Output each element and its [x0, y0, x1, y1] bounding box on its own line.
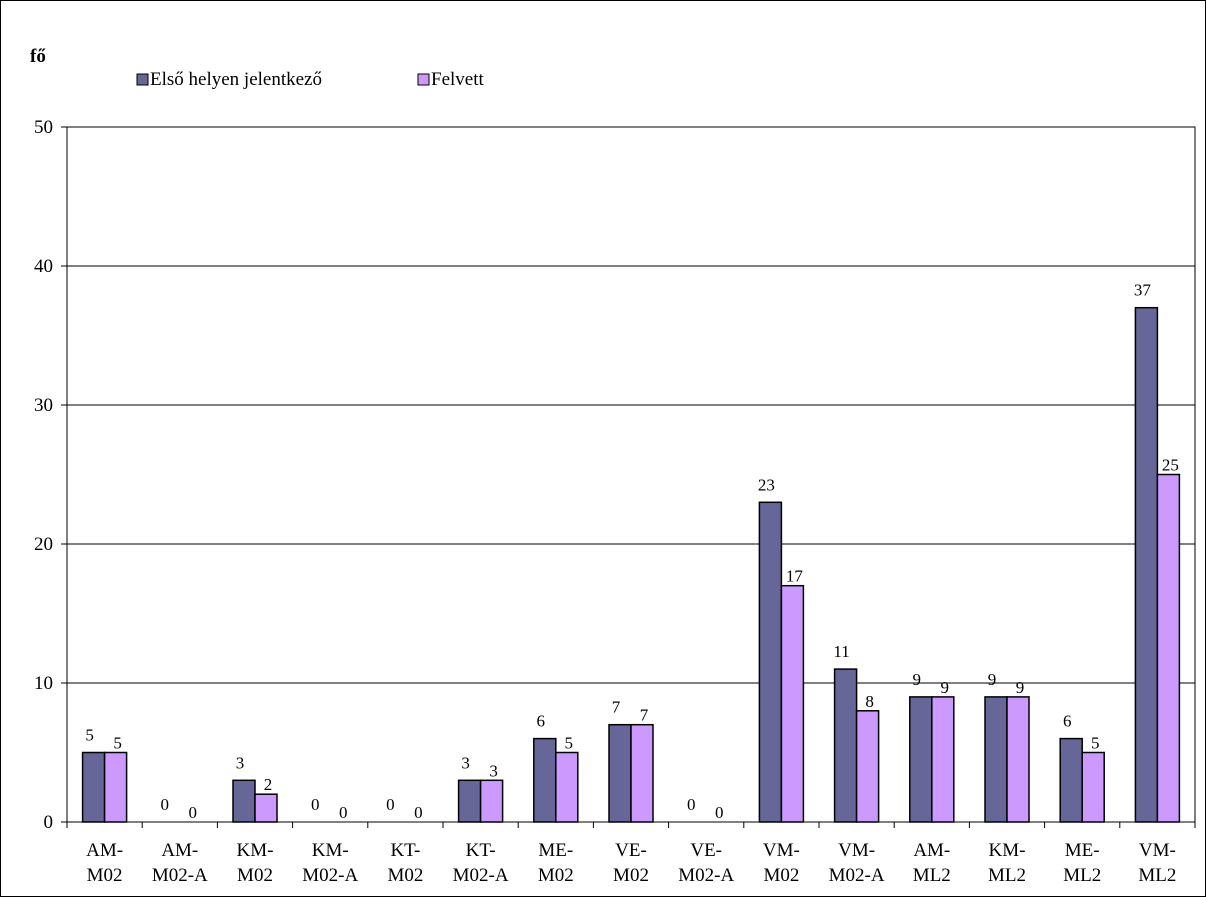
- data-label-2-12: 9: [1016, 678, 1025, 697]
- x-category-label-1-line2: M02-A: [152, 865, 208, 886]
- data-label-2-14: 25: [1162, 456, 1179, 475]
- y-axis-unit-label: fő: [30, 46, 46, 67]
- x-category-label-1-line1: AM-: [161, 840, 198, 861]
- data-label-2-0: 5: [113, 734, 122, 753]
- bar-2-6: [555, 751, 579, 823]
- data-label-1-5: 3: [461, 753, 470, 772]
- bar-1-2: [232, 779, 256, 823]
- data-label-2-1: 0: [189, 803, 198, 822]
- x-category-label-0-line1: AM-: [86, 840, 123, 861]
- x-category-label-11-line1: AM-: [913, 840, 950, 861]
- x-category-label-6-line2: M02: [538, 865, 574, 886]
- bar-1-0: [81, 751, 106, 823]
- data-label-1-9: 23: [758, 475, 775, 494]
- x-category-label-14-line2: ML2: [1138, 865, 1176, 886]
- legend-swatch-series-1: [136, 73, 149, 86]
- x-category-label-2-line2: M02: [237, 865, 273, 886]
- data-label-2-11: 9: [941, 678, 950, 697]
- data-label-1-6: 6: [537, 712, 546, 731]
- x-category-label-13-line1: ME-: [1065, 840, 1100, 861]
- y-tick-label-50: 50: [34, 117, 53, 138]
- data-label-1-3: 0: [311, 795, 320, 814]
- data-label-2-5: 3: [489, 761, 498, 780]
- axes: 01020304050AM-M02AM-M02-AKM-M02KM-M02-AK…: [34, 117, 1196, 886]
- bar-2-12: [1006, 696, 1030, 823]
- data-label-2-3: 0: [339, 803, 348, 822]
- x-category-label-4-line1: KT-: [390, 840, 420, 861]
- data-label-1-4: 0: [386, 795, 395, 814]
- data-label-1-1: 0: [161, 795, 170, 814]
- bar-1-14: [1134, 306, 1159, 823]
- data-label-1-0: 5: [85, 726, 94, 745]
- x-category-label-7-line1: VE-: [615, 840, 647, 861]
- legend-swatch-series-2: [417, 73, 430, 86]
- bar-2-7: [630, 723, 654, 823]
- x-category-label-3-line2: M02-A: [302, 865, 358, 886]
- data-label-1-11: 9: [913, 670, 922, 689]
- data-label-1-10: 11: [833, 642, 849, 661]
- data-label-2-10: 8: [865, 692, 874, 711]
- bar-1-7: [608, 723, 632, 823]
- x-category-label-10-line2: M02-A: [829, 865, 885, 886]
- data-label-2-13: 5: [1091, 734, 1100, 753]
- x-category-label-12-line1: KM-: [989, 840, 1026, 861]
- y-tick-label-30: 30: [34, 395, 53, 416]
- bar-1-6: [533, 737, 557, 823]
- bar-2-9: [780, 584, 805, 823]
- bar-2-5: [479, 779, 504, 823]
- bar-2-10: [855, 710, 880, 823]
- bar-1-5: [457, 779, 482, 823]
- data-label-2-2: 2: [264, 775, 273, 794]
- x-category-label-2-line1: KM-: [237, 840, 274, 861]
- x-category-label-9-line1: VM-: [763, 840, 800, 861]
- x-category-label-4-line2: M02: [387, 865, 423, 886]
- bar-2-14: [1156, 473, 1181, 823]
- x-category-label-3-line1: KM-: [312, 840, 349, 861]
- data-label-1-12: 9: [988, 670, 997, 689]
- x-category-label-8-line2: M02-A: [678, 865, 734, 886]
- bar-2-0: [103, 751, 128, 823]
- x-category-label-6-line1: ME-: [538, 840, 573, 861]
- y-tick-label-20: 20: [34, 534, 53, 555]
- x-category-label-0-line2: M02: [87, 865, 123, 886]
- x-category-label-13-line2: ML2: [1063, 865, 1101, 886]
- y-tick-label-10: 10: [34, 673, 53, 694]
- x-category-label-8-line1: VE-: [690, 840, 722, 861]
- data-label-1-14: 37: [1134, 281, 1152, 300]
- bar-2-2: [254, 793, 278, 823]
- bar-1-9: [758, 501, 783, 823]
- data-label-2-4: 0: [414, 803, 423, 822]
- bar-2-13: [1081, 751, 1105, 823]
- x-category-label-9-line2: M02: [763, 865, 799, 886]
- data-label-1-8: 0: [687, 795, 696, 814]
- legend-label-series-1: Első helyen jelentkező: [150, 69, 322, 90]
- x-category-label-11-line2: ML2: [913, 865, 951, 886]
- legend-label-series-2: Felvett: [431, 69, 484, 90]
- data-label-2-7: 7: [640, 706, 649, 725]
- bar-1-13: [1059, 737, 1083, 823]
- x-category-label-5-line2: M02-A: [453, 865, 509, 886]
- y-tick-label-0: 0: [44, 812, 54, 833]
- data-label-1-13: 6: [1063, 712, 1072, 731]
- data-label-1-7: 7: [612, 698, 621, 717]
- data-label-2-6: 5: [565, 734, 574, 753]
- bars: [81, 306, 1181, 823]
- bar-2-11: [931, 696, 955, 823]
- data-label-2-9: 17: [786, 567, 804, 586]
- y-tick-label-40: 40: [34, 256, 53, 277]
- legend: Első helyen jelentkező Felvett: [136, 69, 484, 90]
- x-category-label-12-line2: ML2: [988, 865, 1026, 886]
- x-category-label-5-line1: KT-: [466, 840, 496, 861]
- bar-1-10: [833, 668, 858, 823]
- data-label-1-2: 3: [236, 753, 245, 772]
- bar-1-12: [984, 696, 1008, 823]
- x-category-label-14-line1: VM-: [1139, 840, 1176, 861]
- data-label-2-8: 0: [715, 803, 724, 822]
- bar-1-11: [909, 696, 933, 823]
- x-category-label-7-line2: M02: [613, 865, 649, 886]
- x-category-label-10-line1: VM-: [838, 840, 875, 861]
